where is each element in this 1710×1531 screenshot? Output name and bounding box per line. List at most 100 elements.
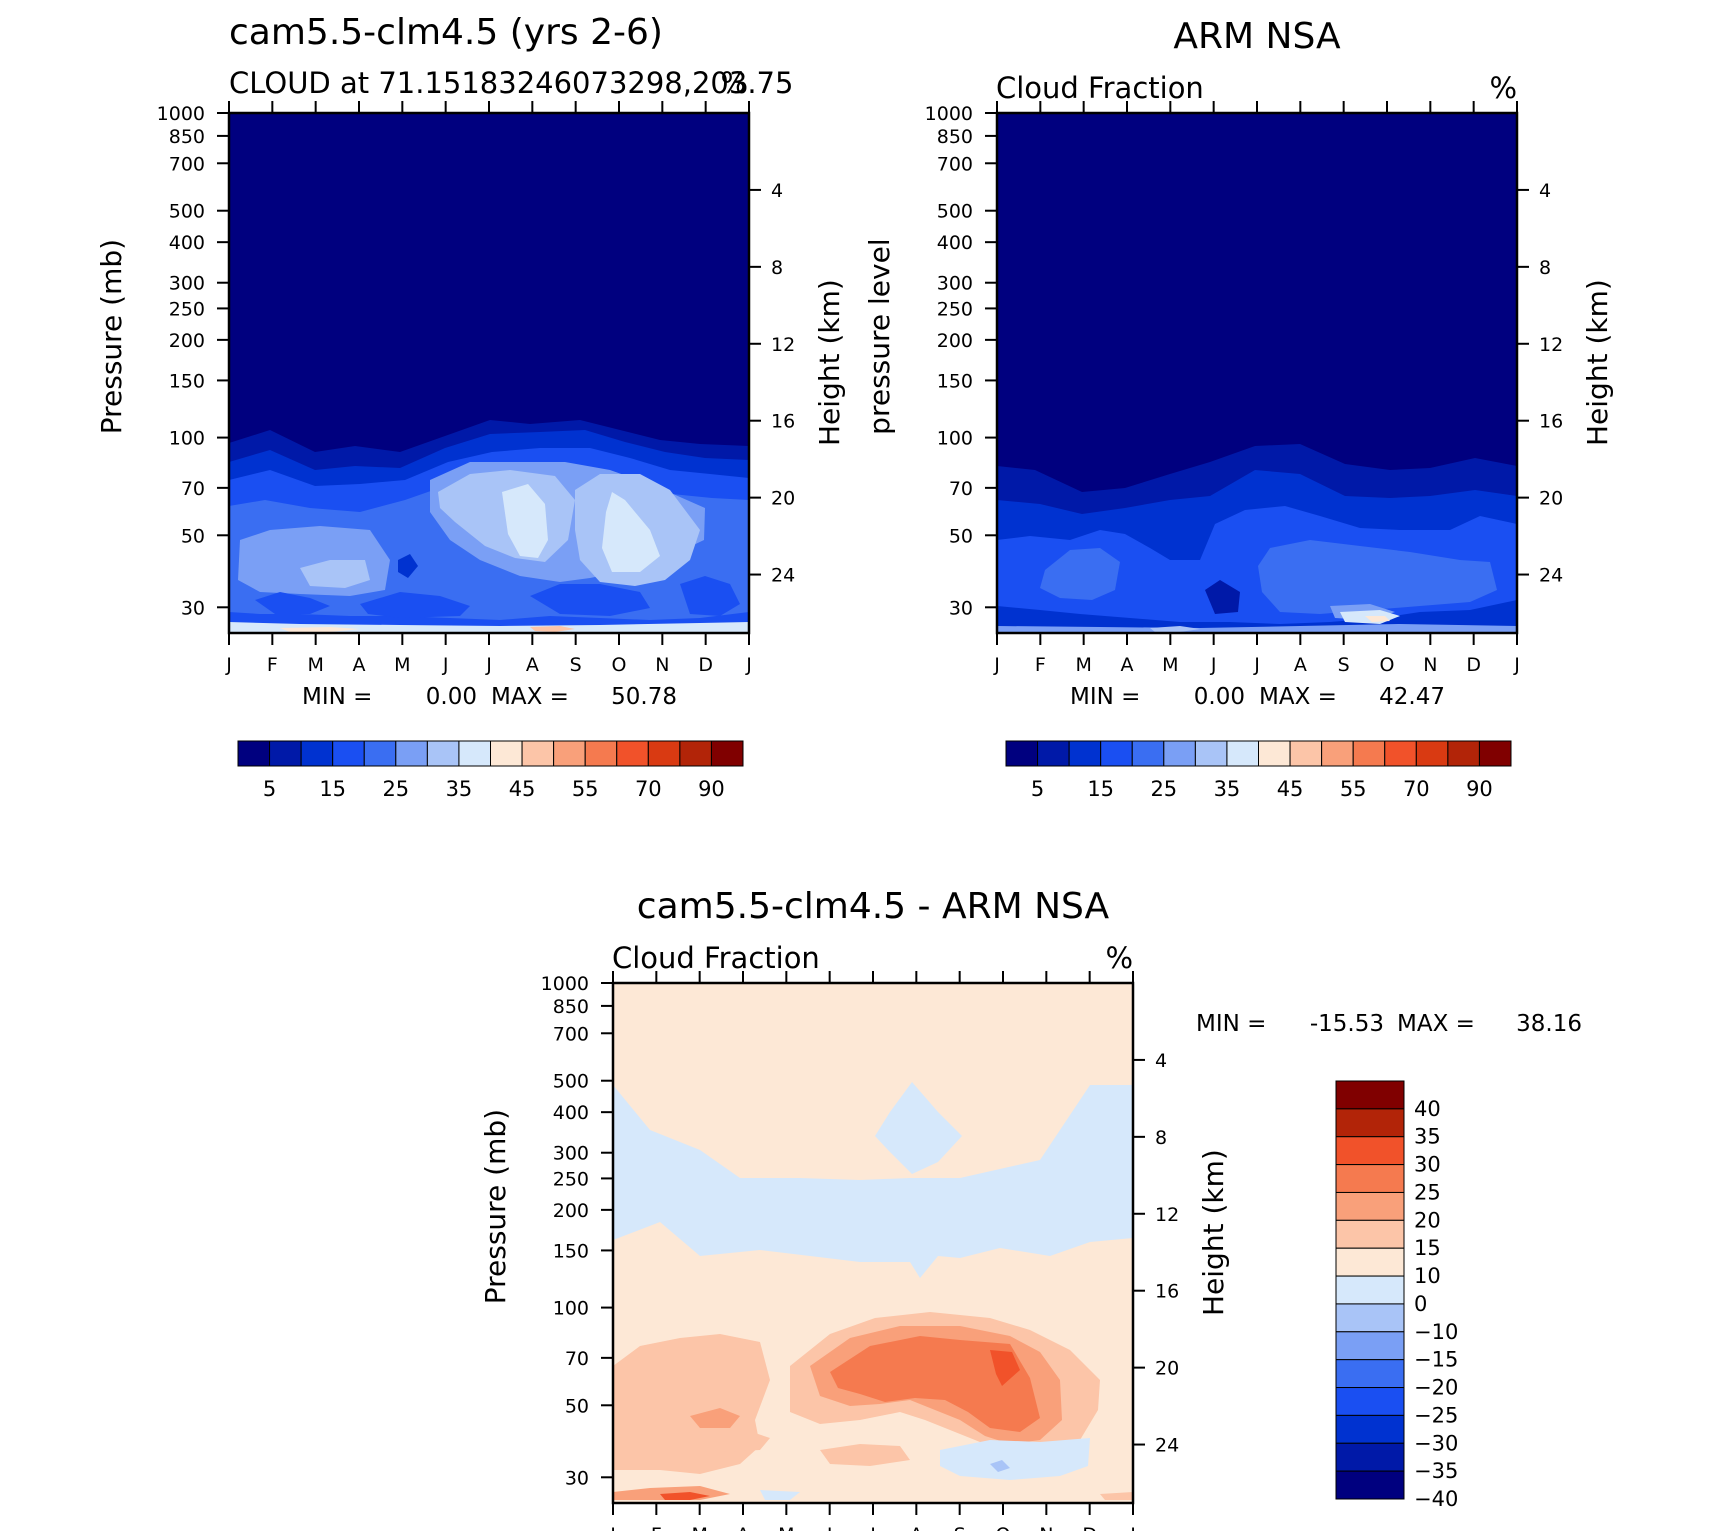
x-tick-label: D (698, 654, 713, 676)
colorbar-box (1335, 1387, 1405, 1416)
colorbar-box (458, 740, 491, 767)
panel-model-max-label: MAX = (491, 684, 569, 710)
colorbar-box (1335, 1359, 1405, 1389)
model-level-2b (398, 554, 418, 578)
panel-model-title: cam5.5-clm4.5 (yrs 2-6) (229, 12, 663, 53)
colorbar-box (1335, 1219, 1405, 1249)
y-tick-label: 400 (937, 232, 973, 254)
model-level-3b (255, 592, 330, 614)
y-tick-label: 50 (181, 525, 205, 547)
colorbar-box (1100, 740, 1133, 767)
y-right-tick-label: 8 (1155, 1127, 1167, 1149)
x-tick-label: J (993, 654, 1000, 676)
y-right-tick-label: 16 (771, 411, 795, 433)
y-tick-label: 500 (553, 1071, 589, 1093)
x-tick-label: F (1035, 654, 1046, 676)
panel-obs-units: % (1489, 71, 1517, 105)
panel-diff-axes: J F M A M J J A S O N D J 30 50 70 100 150 200 250 300 400 500… (479, 971, 1230, 1531)
colorbar-label: 20 (1414, 1208, 1441, 1232)
y-right-tick-label: 16 (1155, 1281, 1179, 1303)
y-right-tick-label: 4 (771, 180, 783, 202)
x-tick-label: A (910, 1524, 923, 1531)
x-tick-label: N (655, 654, 669, 676)
model-level-3d (530, 584, 650, 616)
model-level-3e (680, 576, 740, 616)
y-right-tick-label: 4 (1539, 180, 1551, 202)
y-right-tick-label: 16 (1539, 411, 1563, 433)
colorbar-label: −10 (1414, 1320, 1458, 1344)
colorbar-label: 10 (1414, 1264, 1441, 1288)
y-tick-label: 850 (553, 996, 589, 1018)
panel-model-max-value: 50.78 (611, 684, 677, 710)
panel-diff-field (613, 983, 1133, 1503)
x-tick-label: A (737, 1524, 750, 1531)
colorbar-box (1258, 740, 1291, 767)
colorbar-label: 40 (1414, 1097, 1441, 1121)
y-right-tick-label: 20 (771, 488, 795, 510)
colorbar-box (490, 740, 523, 767)
colorbar-box (1335, 1470, 1405, 1500)
panel-model-min-label: MIN = (302, 684, 372, 710)
y-tick-label: 850 (937, 126, 973, 148)
colorbar-label: 15 (1414, 1236, 1441, 1260)
colorbar-box (1037, 740, 1070, 767)
y-tick-label: 1000 (925, 103, 973, 125)
colorbar-box (521, 740, 555, 767)
y-tick-label: 300 (937, 273, 973, 295)
colorbar-box (1321, 740, 1354, 767)
colorbar-box (553, 740, 586, 767)
panel-diff: cam5.5-clm4.5 - ARM NSA Cloud Fraction %… (479, 886, 1582, 1531)
colorbar-label: −40 (1414, 1487, 1458, 1511)
panel-obs-max-label: MAX = (1259, 684, 1337, 710)
diff-surface-band-4 (1100, 1492, 1133, 1500)
x-tick-label: M (307, 654, 323, 676)
y-right-tick-label: 24 (1539, 565, 1563, 587)
y-tick-label: 70 (565, 1348, 589, 1370)
colorbar-box (1335, 1164, 1405, 1193)
x-tick-label: M (778, 1524, 794, 1531)
x-tick-label: O (1380, 654, 1395, 676)
panel-obs-min-label: MIN = (1070, 684, 1140, 710)
colorbar-box (426, 740, 460, 767)
x-tick-label: M (1162, 654, 1178, 676)
obs-level-4 (1258, 540, 1497, 614)
colorbar-label: 70 (635, 777, 662, 801)
y-tick-label: 300 (169, 273, 205, 295)
colorbar-label: −20 (1414, 1376, 1458, 1400)
panel-model: cam5.5-clm4.5 (yrs 2-6) CLOUD at 71.1518… (95, 12, 846, 801)
panel-obs: ARM NSA Cloud Fraction % J F M A M J J A S O N D J 30… (863, 16, 1614, 801)
colorbar-box (1384, 740, 1417, 767)
diff-level-10c (700, 1428, 770, 1452)
obs-level-4b (1040, 548, 1120, 600)
y-tick-label: 1000 (541, 973, 589, 995)
model-surface-band (229, 622, 749, 633)
colorbar-box (710, 740, 744, 767)
colorbar-label: 90 (698, 777, 725, 801)
y-tick-label: 250 (553, 1168, 589, 1190)
y-axis-label: pressure level (863, 238, 896, 434)
y-tick-label: 150 (553, 1240, 589, 1262)
colorbar-box (1163, 740, 1196, 767)
obs-surface-band-4 (1365, 616, 1390, 622)
x-tick-label: J (225, 654, 232, 676)
x-tick-label: O (996, 1524, 1011, 1531)
colorbar-box (1335, 1247, 1405, 1277)
colorbar-label: 25 (1414, 1180, 1441, 1204)
colorbar-label: 30 (1414, 1153, 1441, 1177)
x-tick-label: F (651, 1524, 662, 1531)
colorbar-box (1335, 1303, 1405, 1333)
panel-obs-field (997, 113, 1517, 633)
colorbar-label: 70 (1403, 777, 1430, 801)
panel-diff-title: cam5.5-clm4.5 - ARM NSA (637, 886, 1110, 927)
colorbar-box (1335, 1275, 1405, 1305)
y-tick-label: 150 (937, 370, 973, 392)
colorbar-label: 90 (1466, 777, 1493, 801)
y-tick-label: 100 (553, 1298, 589, 1320)
y-tick-label: 150 (169, 370, 205, 392)
y-right-axis-label: Height (km) (813, 279, 846, 446)
y-tick-label: 100 (169, 428, 205, 450)
colorbar-box (1478, 740, 1512, 767)
panel-diff-colorbar: 40 35 30 25 20 15 10 0 −10 −15 −20 −25 −30 −35 −40 (1335, 1080, 1458, 1511)
diff-negative-diamond (875, 1082, 962, 1174)
